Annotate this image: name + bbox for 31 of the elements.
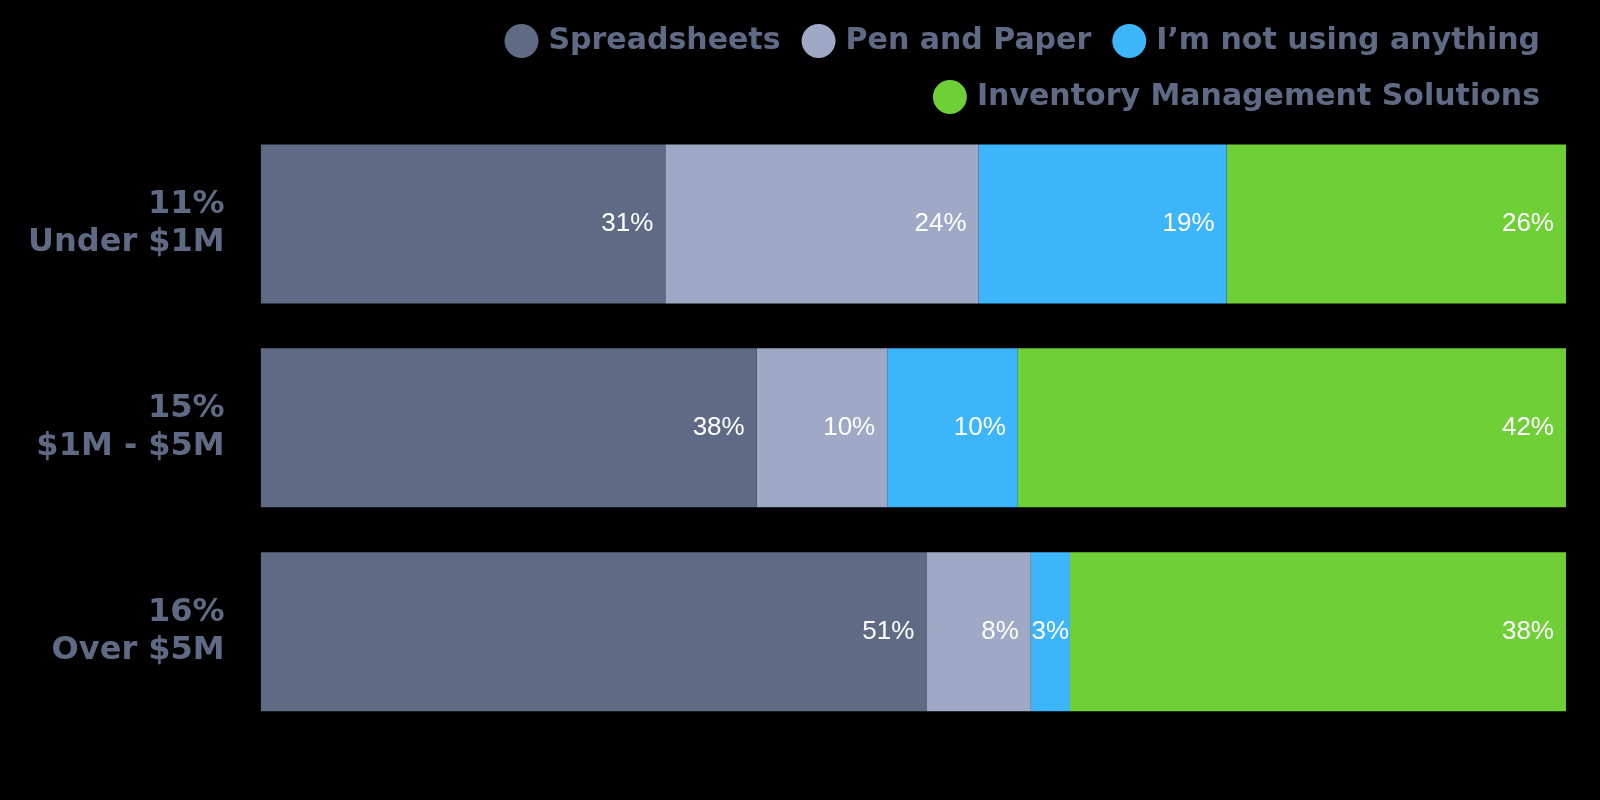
bar [260,144,666,304]
bar [260,348,757,508]
data-label: 42% [1501,410,1554,441]
legend-label: Inventory Management Solutions [976,76,1541,112]
legend-label: Pen and Paper [845,20,1092,56]
bar [1030,552,1070,712]
y-tick-label: 16% Over $5M [51,590,225,668]
data-label: 31% [601,207,654,238]
bar [665,144,979,304]
bar [1069,552,1566,712]
data-label: 10% [953,410,1006,441]
data-label: 26% [1501,207,1554,238]
bar [1226,144,1566,304]
y-tick-label: 15% $1M - $5M [36,386,225,464]
bar [1017,348,1566,508]
bar [978,144,1227,304]
bar [756,348,888,508]
data-label: 38% [1501,614,1554,645]
bar [260,552,927,712]
data-label: 19% [1162,207,1215,238]
data-label: 8% [981,614,1019,645]
data-label: 51% [862,614,915,645]
data-label: 3% [1031,614,1070,645]
legend-label: I’m not using anything [1156,20,1541,56]
bar [926,552,1031,712]
data-label: 10% [823,410,876,441]
data-label: 24% [914,207,967,238]
bar [887,348,1018,508]
y-tick-label: 11% Under $1M [28,183,225,260]
legend-label: Spreadsheets [548,20,781,56]
data-label: 38% [692,410,745,441]
